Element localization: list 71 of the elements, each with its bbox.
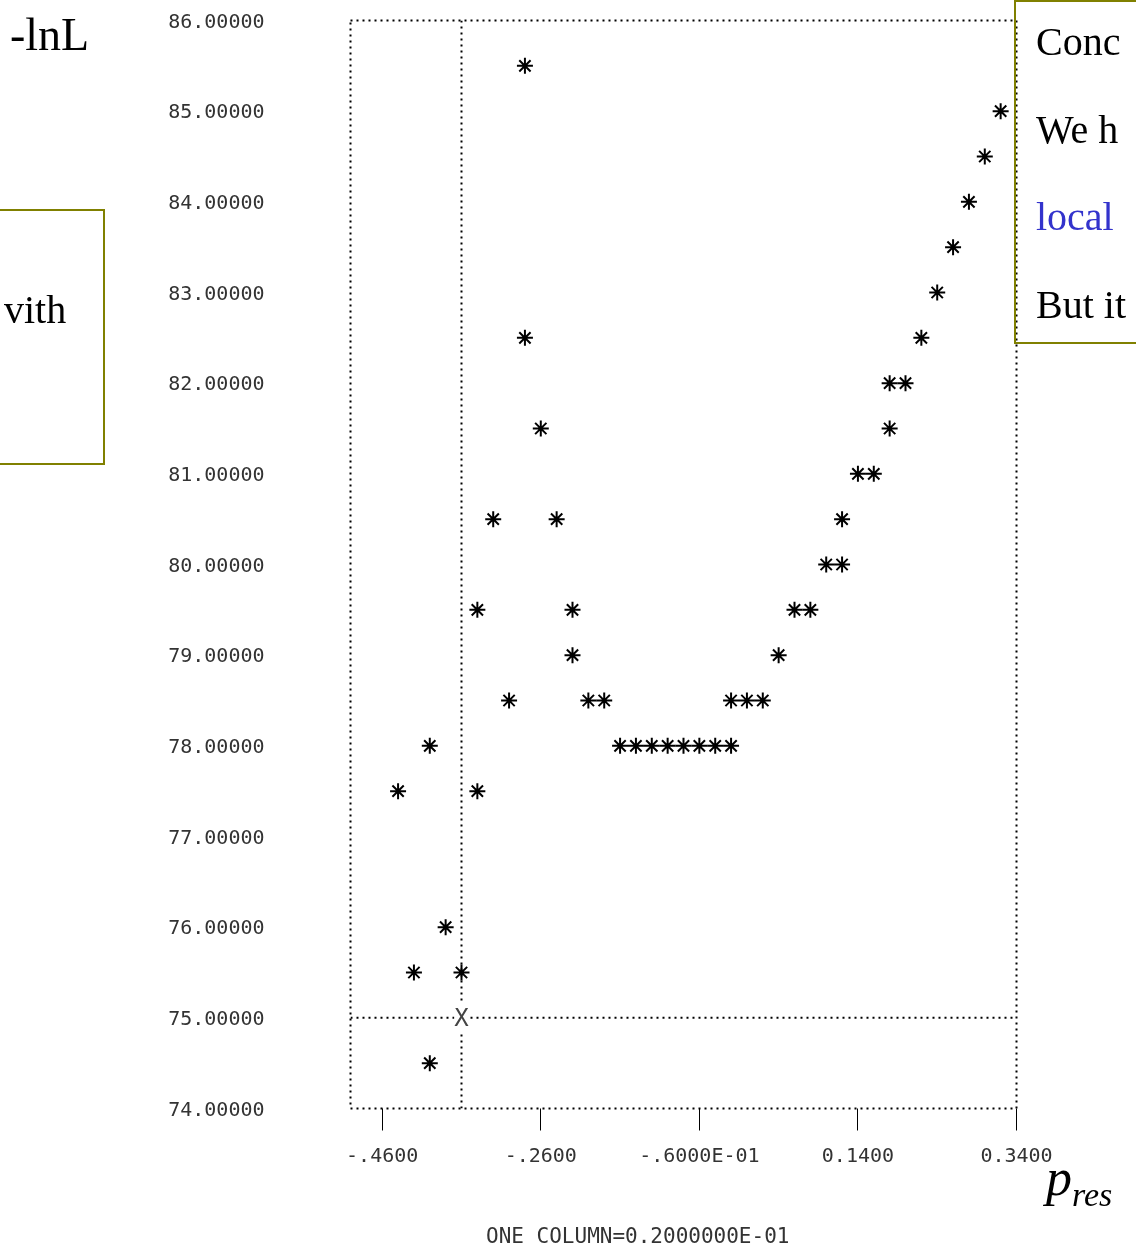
point — [737, 691, 756, 710]
y-tick-label: 86.00000 — [168, 8, 265, 33]
point — [848, 464, 867, 483]
annotation: Conc — [1036, 20, 1121, 64]
point — [975, 147, 994, 166]
ylabel: -lnL — [10, 12, 90, 58]
point — [722, 736, 741, 755]
point — [468, 600, 487, 619]
point — [801, 600, 820, 619]
y-tick-label: 82.00000 — [168, 371, 265, 396]
point — [611, 736, 630, 755]
point — [817, 555, 836, 574]
y-tick-label: 83.00000 — [168, 280, 265, 305]
y-tick-label: 80.00000 — [168, 552, 265, 577]
point — [880, 419, 899, 438]
x-tick-label: -.6000E-01 — [639, 1142, 760, 1167]
point — [515, 56, 534, 75]
point — [531, 419, 550, 438]
point — [484, 510, 503, 529]
point — [864, 464, 883, 483]
point — [880, 374, 899, 393]
annotation: local — [1036, 195, 1114, 239]
y-tick-label: 81.00000 — [168, 461, 265, 486]
point — [769, 646, 788, 665]
point — [642, 736, 661, 755]
point — [579, 691, 598, 710]
y-tick-label: 79.00000 — [168, 643, 265, 668]
point — [547, 510, 566, 529]
y-tick-label: 74.00000 — [168, 1096, 265, 1121]
point — [833, 510, 852, 529]
point — [389, 782, 408, 801]
point — [896, 374, 915, 393]
point — [690, 736, 709, 755]
point — [674, 736, 693, 755]
point — [563, 646, 582, 665]
y-tick-label: 85.00000 — [168, 99, 265, 124]
point — [753, 691, 772, 710]
point — [595, 691, 614, 710]
point — [626, 736, 645, 755]
point — [468, 782, 487, 801]
point — [959, 192, 978, 211]
point — [500, 691, 519, 710]
point — [404, 963, 423, 982]
y-tick-label: 78.00000 — [168, 733, 265, 758]
x-tick-label: -.4600 — [346, 1142, 419, 1167]
annotation: We h — [1036, 108, 1119, 152]
point — [436, 918, 455, 937]
x-tick-label: 0.1400 — [821, 1142, 895, 1167]
point — [991, 102, 1010, 121]
point — [785, 600, 804, 619]
point — [452, 963, 471, 982]
point — [944, 238, 963, 257]
point — [928, 283, 947, 302]
annotation: ONE COLUMN=0.2000000E-01 — [486, 1224, 790, 1248]
point — [706, 736, 725, 755]
annotation: vith — [4, 288, 67, 332]
annotation: But it — [1036, 283, 1127, 327]
point — [722, 691, 741, 710]
y-tick-label: 77.00000 — [168, 824, 265, 849]
point — [420, 736, 439, 755]
point — [420, 1054, 439, 1073]
annotation: X — [454, 1003, 470, 1032]
point — [658, 736, 677, 755]
y-tick-label: 84.00000 — [168, 189, 265, 214]
point — [515, 328, 534, 347]
point — [912, 328, 931, 347]
point — [833, 555, 852, 574]
point — [563, 600, 582, 619]
x-tick-label: -.2600 — [504, 1142, 577, 1167]
y-tick-label: 75.00000 — [168, 1005, 265, 1030]
y-tick-label: 76.00000 — [168, 915, 265, 940]
